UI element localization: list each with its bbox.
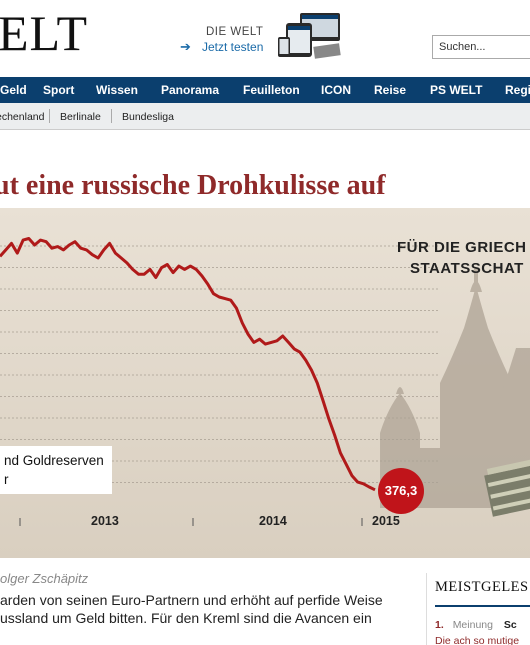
sub-nav: Griechenland Berlinale Bundesliga xyxy=(0,103,530,130)
article-author[interactable]: olger Zschäpitz xyxy=(0,571,89,586)
article-teaser: arden von seinen Euro-Partnern und erhöh… xyxy=(0,591,400,627)
search-placeholder: Suchen... xyxy=(439,41,486,53)
article-teaser-line2: ussland um Geld bitten. Für den Kreml si… xyxy=(0,610,372,626)
subscription-promo[interactable]: ➔ DIE WELT Jetzt testen xyxy=(178,11,343,59)
most-read-rank: 1. xyxy=(435,619,444,631)
money-stack-illustration xyxy=(484,459,530,517)
nav-item-ps-welt[interactable]: PS WELT xyxy=(430,83,483,97)
search-input[interactable]: Suchen... xyxy=(432,35,530,59)
nav-item-reise[interactable]: Reise xyxy=(374,83,407,97)
arrow-right-icon: ➔ xyxy=(180,39,191,54)
subnav-item-bundesliga[interactable]: Bundesliga xyxy=(122,111,174,123)
site-logo[interactable]: ELT xyxy=(0,8,88,58)
most-read-category: Meinung xyxy=(452,619,493,631)
illustration-title-line1: FÜR DIE GRIECH xyxy=(397,239,527,256)
most-read-tab[interactable]: Sc xyxy=(503,619,517,631)
chart-legend: nd Goldreserven r xyxy=(0,446,112,494)
x-tick-label-2015: 2015 xyxy=(372,514,400,528)
series-line-reserves xyxy=(0,237,376,492)
illustration-title-line2: STAATSSCHAT xyxy=(410,260,524,277)
devices-icon xyxy=(278,13,341,59)
chart-axis xyxy=(19,518,363,526)
x-tick-label-2013: 2013 xyxy=(91,514,119,528)
nav-item-panorama[interactable]: Panorama xyxy=(161,83,220,97)
nav-item-regio[interactable]: Regio xyxy=(505,83,530,97)
most-read-divider xyxy=(435,605,530,607)
article-teaser-line1: arden von seinen Euro-Partnern und erhöh… xyxy=(0,592,383,608)
x-tick-label-2014: 2014 xyxy=(259,514,287,528)
nav-item-icon[interactable]: ICON xyxy=(321,83,351,97)
subnav-divider xyxy=(49,109,50,123)
logo-text: ELT xyxy=(0,5,89,61)
most-read-teaser[interactable]: Die ach so mutige xyxy=(435,635,520,645)
legend-line2: r xyxy=(4,472,9,487)
nav-item-geld[interactable]: Geld xyxy=(0,83,27,97)
most-read-title: MEISTGELES xyxy=(435,579,529,595)
article-chart: FÜR DIE GRIECH STAATSSCHAT nd Goldreserv… xyxy=(0,208,530,558)
last-value-badge: 376,3 xyxy=(378,468,424,514)
legend-line1: nd Goldreserven xyxy=(4,453,104,468)
article-headline: ut eine russische Drohkulisse auf xyxy=(0,170,386,201)
nav-item-wissen[interactable]: Wissen xyxy=(96,83,138,97)
most-read-sidebar: MEISTGELES 1. Meinung Sc Die ach so muti… xyxy=(426,573,530,645)
subnav-item-berlinale[interactable]: Berlinale xyxy=(60,111,101,123)
chart-svg xyxy=(0,208,530,558)
subnav-divider xyxy=(111,109,112,123)
subnav-item-griechenland[interactable]: Griechenland xyxy=(0,111,45,123)
nav-item-sport[interactable]: Sport xyxy=(43,83,75,97)
main-nav: Geld Sport Wissen Panorama Feuilleton IC… xyxy=(0,77,530,103)
nav-item-feuilleton[interactable]: Feuilleton xyxy=(243,83,300,97)
promo-brand: DIE WELT xyxy=(206,26,264,38)
most-read-row[interactable]: 1. Meinung Sc xyxy=(435,619,517,631)
promo-cta-link[interactable]: Jetzt testen xyxy=(202,40,264,54)
